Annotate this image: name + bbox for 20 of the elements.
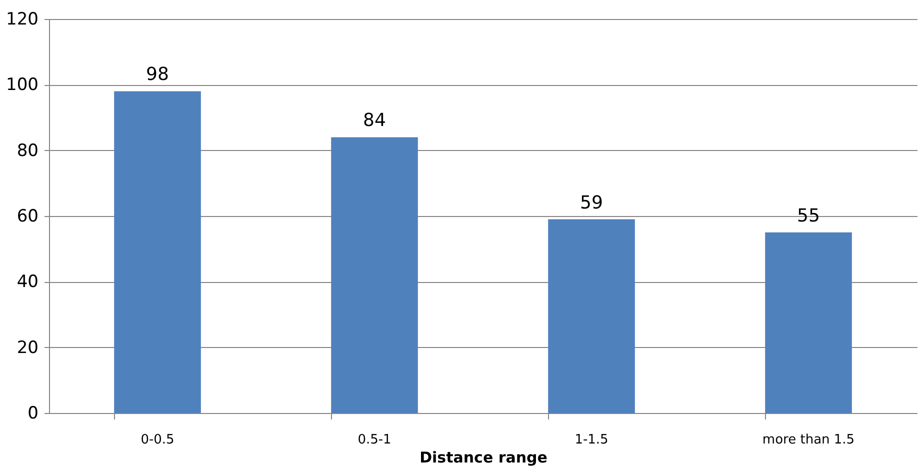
y-tick-label: 60 — [16, 206, 38, 226]
x-tick-label: 0.5-1 — [358, 432, 392, 448]
x-tick-label: 1-1.5 — [574, 432, 608, 448]
y-tick-label: 100 — [6, 75, 38, 96]
y-tick-label: 120 — [6, 10, 38, 30]
data-label: 84 — [363, 110, 386, 132]
y-tick-label: 0 — [28, 404, 38, 424]
bar — [114, 91, 201, 413]
x-tick-label: 0-0.5 — [140, 432, 174, 448]
data-label: 59 — [580, 192, 603, 214]
x-axis-title: Distance range — [420, 448, 548, 466]
y-tick-label: 20 — [16, 338, 38, 358]
x-tick-label: more than 1.5 — [762, 432, 855, 448]
data-label: 55 — [797, 205, 820, 226]
y-tick-label: 40 — [16, 272, 38, 292]
bar — [331, 137, 418, 413]
bar — [548, 219, 635, 413]
bar — [765, 232, 852, 413]
data-label: 98 — [146, 64, 169, 86]
y-tick-label: 80 — [16, 140, 38, 161]
